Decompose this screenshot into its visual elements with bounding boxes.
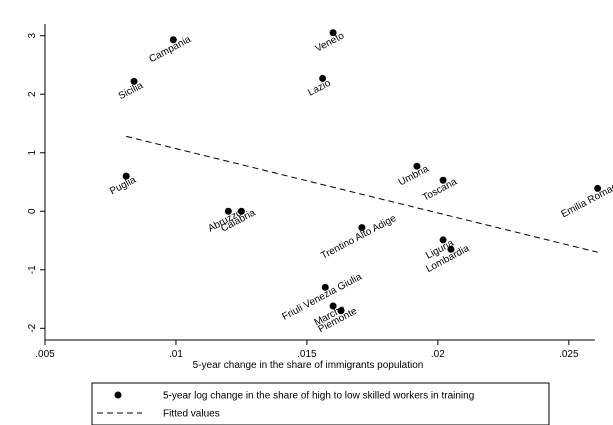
data-point [337, 307, 345, 315]
legend-label-points: 5-year log change in the share of high t… [163, 391, 474, 402]
y-tick-label: -1 [27, 265, 38, 274]
data-point [413, 162, 421, 170]
x-tick-label: .02 [431, 349, 445, 360]
data-point [130, 77, 138, 85]
legend-box [91, 382, 550, 425]
data-point [237, 207, 245, 215]
data-point [594, 184, 602, 192]
fitted-values-layer [126, 135, 598, 253]
point-label: Sicilia [117, 80, 146, 102]
y-tick-label: 2 [27, 91, 38, 97]
x-tick-label: .01 [169, 349, 183, 360]
data-point [122, 172, 130, 180]
x-tick-label: .025 [559, 349, 579, 360]
fitted-values-line [126, 135, 598, 253]
legend-marker-points [114, 391, 122, 399]
y-tick-label: 1 [27, 150, 38, 156]
data-point [321, 283, 329, 291]
data-point [224, 207, 232, 215]
axes: -2 -1 0 1 2 3 .005 .01 .015 .02 .025 [27, 24, 595, 360]
y-tick-label: 3 [27, 32, 38, 38]
data-point [358, 224, 366, 232]
x-tick-label: .015 [297, 349, 317, 360]
legend: 5-year log change in the share of high t… [91, 382, 550, 425]
y-tick-label: 0 [27, 208, 38, 214]
data-point [439, 236, 447, 244]
data-point [439, 176, 447, 184]
data-point [447, 245, 455, 253]
y-tick-label: -2 [27, 323, 38, 332]
data-point [319, 74, 327, 82]
data-point [169, 36, 177, 44]
data-point [329, 29, 337, 37]
point-label: Emilia Romagna [559, 176, 613, 220]
data-point [329, 302, 337, 310]
x-axis-title: 5-year change in the share of immigrants… [193, 360, 424, 371]
legend-label-fitted: Fitted values [163, 409, 220, 420]
point-label: Trentino Alto Adige [319, 213, 398, 262]
point-label: Lazio [306, 78, 333, 99]
points-layer [122, 29, 602, 315]
x-tick-label: .005 [35, 349, 55, 360]
